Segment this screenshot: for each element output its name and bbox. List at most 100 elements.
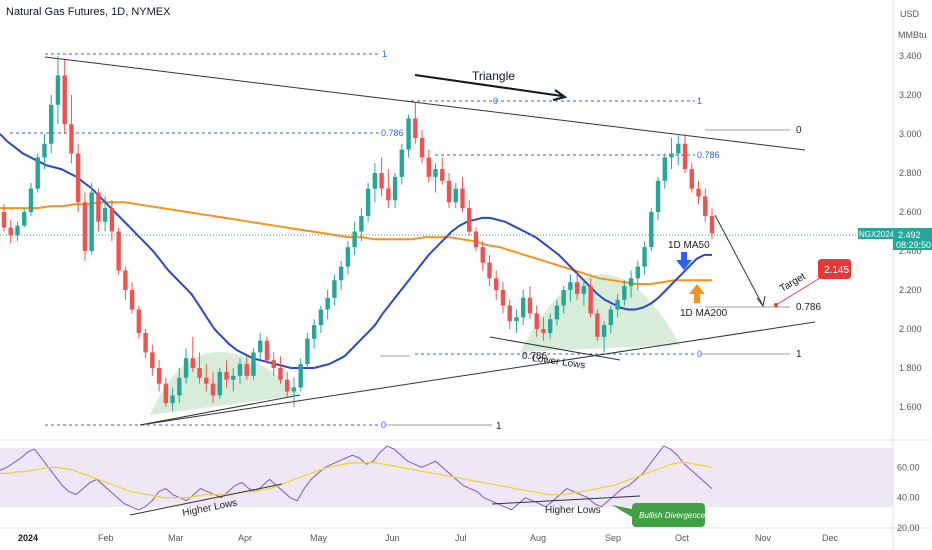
price-tick-label: 2.000 xyxy=(899,324,922,334)
ma50-line xyxy=(0,133,712,369)
candle xyxy=(655,180,661,212)
candle xyxy=(440,169,445,181)
higher-lows-price-line xyxy=(139,394,301,426)
projection-line xyxy=(714,214,763,305)
gray-levels xyxy=(380,129,790,426)
candle xyxy=(278,368,283,380)
candle xyxy=(574,282,580,294)
candle xyxy=(129,290,135,310)
candle xyxy=(642,247,647,267)
rsi-axis: 60.00 40.00 20.00 xyxy=(897,462,920,533)
time-tick-label: Sep xyxy=(605,533,621,543)
candle xyxy=(628,278,634,287)
fib-label: 1 xyxy=(796,349,802,360)
triangle-lower-line xyxy=(139,321,816,426)
candle xyxy=(608,309,614,326)
price-tick-label: 2.200 xyxy=(899,285,922,295)
candle xyxy=(183,358,189,378)
time-tick-label: Nov xyxy=(755,533,772,543)
candle xyxy=(332,280,337,298)
candle xyxy=(325,297,330,310)
candle xyxy=(89,192,94,251)
candle xyxy=(541,329,546,333)
candle xyxy=(258,340,263,353)
rsi-tick-label: 20.00 xyxy=(897,523,920,533)
candle xyxy=(615,299,620,310)
candle xyxy=(547,319,553,333)
fib-label: 0 xyxy=(493,96,498,106)
price-tick-label: 2.800 xyxy=(899,168,922,178)
rsi-higher-lows-line-left xyxy=(129,483,283,516)
candle xyxy=(581,286,587,294)
candle xyxy=(8,227,13,236)
candle xyxy=(150,352,155,368)
candle xyxy=(426,157,431,177)
candle xyxy=(682,143,688,170)
rsi-layer xyxy=(0,445,713,511)
candle xyxy=(55,75,61,105)
candle xyxy=(311,325,317,339)
candle xyxy=(514,317,519,322)
candle xyxy=(379,173,384,189)
candle xyxy=(62,75,67,125)
candle xyxy=(662,157,667,181)
ma50-arrow-shaft xyxy=(681,252,687,260)
price-axis: 3.400 3.200 3.000 2.800 2.600 2.400 2.200 2.000… xyxy=(899,51,922,412)
triangle-label: Triangle xyxy=(472,69,515,83)
fib-label: 0 xyxy=(796,125,802,136)
candle xyxy=(433,169,438,177)
candle xyxy=(102,208,108,222)
projection-arrow-head xyxy=(756,295,766,308)
ma50-layer xyxy=(0,133,712,369)
rsi-tick-label: 40.00 xyxy=(897,493,920,503)
candle xyxy=(1,212,7,228)
candle xyxy=(419,137,425,158)
target-price: 2.145 xyxy=(824,265,849,276)
bullish-divergence-pointer xyxy=(612,505,632,517)
candle xyxy=(224,371,229,380)
candle xyxy=(467,208,472,232)
time-tick-label: Feb xyxy=(98,533,114,543)
rsi-ma-line xyxy=(0,462,713,499)
target-point xyxy=(774,303,778,307)
higher-low-shade-right xyxy=(520,274,680,352)
candle xyxy=(305,338,310,365)
chart-title: Natural Gas Futures, 1D, NYMEX xyxy=(6,6,171,18)
price-tick-label: 2.600 xyxy=(899,207,922,217)
candle xyxy=(500,290,506,306)
fib-label: 0.786 xyxy=(381,128,404,138)
candle xyxy=(75,153,81,203)
candle xyxy=(365,188,371,216)
candle xyxy=(601,325,607,337)
candle xyxy=(190,358,195,368)
candle xyxy=(561,290,566,306)
candle xyxy=(453,188,458,203)
price-tick-label: 2.400 xyxy=(899,246,922,256)
lower-lows-line xyxy=(489,336,621,361)
price-tick-label: 1.800 xyxy=(899,363,922,373)
candle xyxy=(352,231,357,248)
price-panel-background xyxy=(0,0,893,440)
ma50-label: 1D MA50 xyxy=(668,240,710,251)
candle xyxy=(399,149,405,177)
candle xyxy=(622,286,627,300)
candle xyxy=(372,173,378,189)
candle xyxy=(669,153,674,158)
candle xyxy=(237,364,243,376)
candle xyxy=(82,202,88,251)
candle xyxy=(143,332,148,353)
candle xyxy=(116,231,121,271)
triangle-arrow-head xyxy=(552,89,568,101)
fib-label: 0.786 xyxy=(697,150,720,160)
unit-label: MMBtu xyxy=(898,30,927,40)
candle xyxy=(521,297,526,318)
target-line xyxy=(775,277,821,306)
candle xyxy=(338,266,344,281)
price-tick-label: 1.600 xyxy=(899,402,922,412)
candle xyxy=(210,383,216,396)
candle xyxy=(109,208,115,232)
time-tick-label: Dec xyxy=(822,533,839,543)
candle xyxy=(28,188,34,212)
candle xyxy=(156,368,162,384)
time-tick-label: Oct xyxy=(675,533,690,543)
